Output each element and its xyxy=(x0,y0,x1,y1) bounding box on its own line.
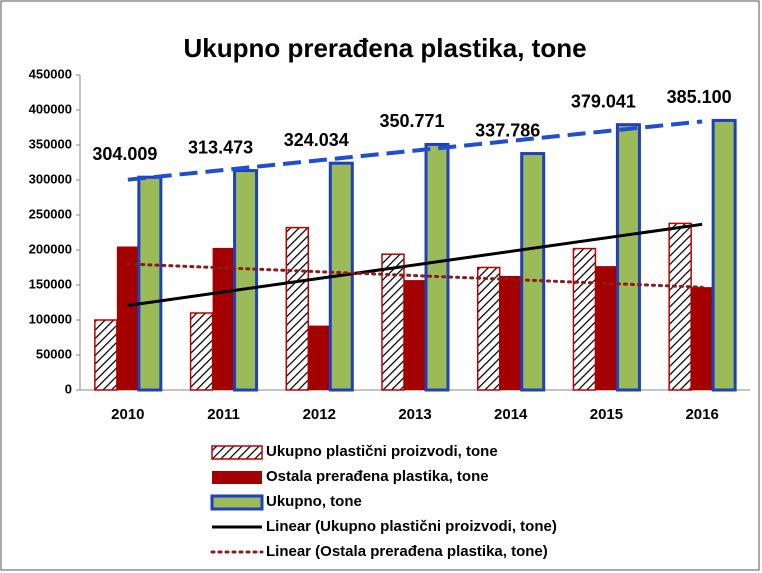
legend-swatch xyxy=(211,445,263,460)
data-label: 379.041 xyxy=(571,91,636,111)
bar xyxy=(233,169,259,392)
bar xyxy=(520,152,546,392)
x-tick-label: 2010 xyxy=(111,406,144,423)
data-label: 385.100 xyxy=(667,87,732,107)
legend-label: Ukupno plastični proizvodi, tone xyxy=(266,443,498,460)
data-label: 350.771 xyxy=(379,111,444,131)
y-tick-label: 0 xyxy=(65,381,72,396)
bar xyxy=(94,319,118,391)
chart-title: Ukupno prerađena plastika, tone xyxy=(183,33,586,63)
y-tick-label: 250000 xyxy=(29,206,72,221)
legend-swatch xyxy=(212,471,262,484)
bar xyxy=(711,118,737,392)
x-tick-label: 2013 xyxy=(398,406,431,423)
bar xyxy=(404,280,426,390)
legend-label: Ostala prerađena plastika, tone xyxy=(266,468,489,485)
bar xyxy=(572,247,597,391)
bar xyxy=(499,275,522,390)
bar xyxy=(595,266,618,390)
bar xyxy=(116,246,139,390)
data-label: 304.009 xyxy=(92,144,157,164)
bar xyxy=(285,226,310,391)
bar xyxy=(424,142,450,392)
legend-label: Ukupno, tone xyxy=(266,493,362,510)
y-tick-label: 400000 xyxy=(29,101,72,116)
bar xyxy=(308,325,331,390)
data-label: 313.473 xyxy=(188,137,253,157)
x-tick-label: 2016 xyxy=(685,406,718,423)
legend-swatch xyxy=(210,494,264,511)
y-tick-label: 150000 xyxy=(29,276,72,291)
x-tick-label: 2011 xyxy=(207,406,240,423)
bar xyxy=(615,123,641,392)
y-tick-label: 450000 xyxy=(29,66,72,81)
legend-label: Linear (Ukupno plastični proizvodi, tone… xyxy=(266,518,557,535)
bar xyxy=(668,222,692,391)
bar xyxy=(137,175,163,392)
x-tick-label: 2015 xyxy=(590,406,623,423)
data-label: 324.034 xyxy=(284,130,349,150)
bar xyxy=(212,247,235,390)
bar xyxy=(476,266,501,391)
y-tick-label: 350000 xyxy=(29,136,72,151)
y-tick-label: 200000 xyxy=(29,241,72,256)
y-tick-label: 100000 xyxy=(29,311,72,326)
bar xyxy=(691,287,714,390)
bar xyxy=(189,312,214,391)
x-tick-label: 2012 xyxy=(303,406,336,423)
trendline xyxy=(127,222,703,307)
y-tick-label: 50000 xyxy=(36,346,72,361)
data-label: 337.786 xyxy=(475,120,540,140)
legend-label: Linear (Ostala prerađena plastika, tone) xyxy=(266,543,548,560)
trendline xyxy=(126,262,704,289)
trendline xyxy=(127,119,703,182)
x-tick-label: 2014 xyxy=(494,406,528,423)
y-tick-label: 300000 xyxy=(29,171,72,186)
